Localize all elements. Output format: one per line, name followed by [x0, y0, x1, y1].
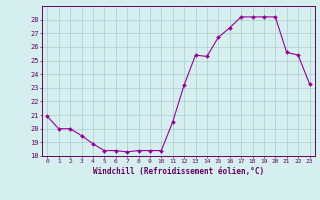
X-axis label: Windchill (Refroidissement éolien,°C): Windchill (Refroidissement éolien,°C): [93, 167, 264, 176]
